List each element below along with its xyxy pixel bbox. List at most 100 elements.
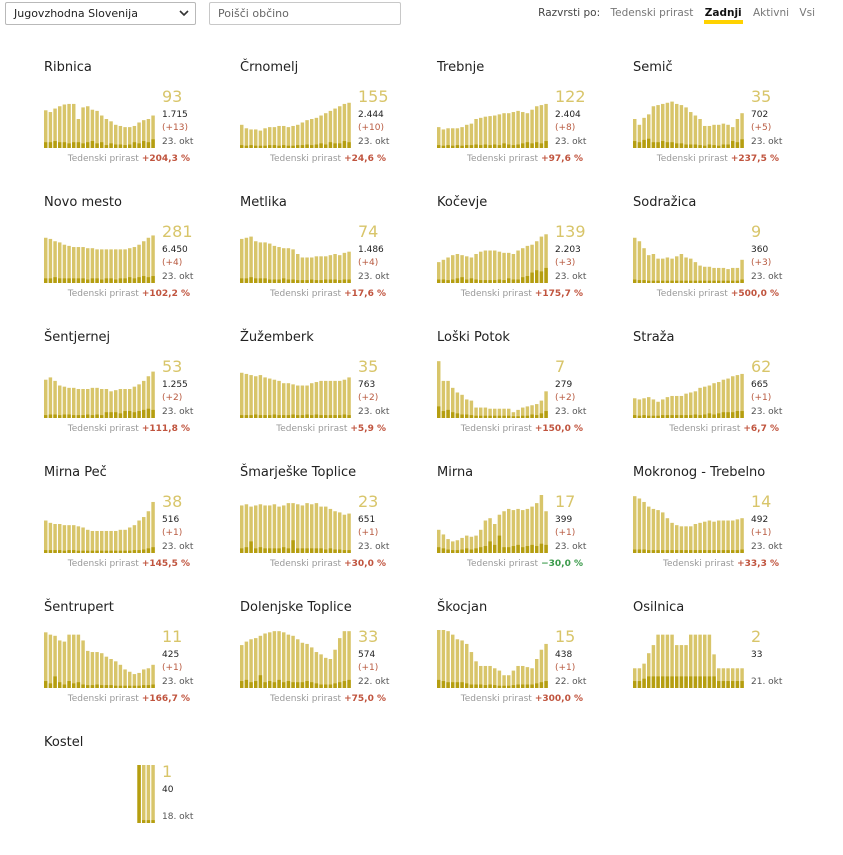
sort-option-tedenski-prirast[interactable]: Tedenski prirast bbox=[610, 7, 694, 19]
active-cases-bar bbox=[58, 242, 62, 283]
new-cases-bar bbox=[637, 280, 642, 283]
municipality-card[interactable]: Ribnica 93 1.715 (+13) 23. okt Tedenski prira… bbox=[44, 60, 204, 180]
active-cases-bar bbox=[656, 510, 660, 553]
weekly-growth-value: −30,0 % bbox=[541, 559, 583, 569]
new-cases-bar bbox=[123, 685, 127, 688]
active-cases-bar bbox=[277, 247, 281, 283]
active-cases-bar bbox=[483, 407, 488, 418]
active-cases-bar bbox=[104, 656, 109, 688]
active-cases-bar bbox=[474, 119, 478, 148]
active-cases-bar bbox=[656, 105, 660, 148]
new-cases-bar bbox=[114, 685, 118, 688]
municipality-card[interactable]: Trebnje 122 2.404 (+8) 23. okt Tedenski prira… bbox=[437, 60, 597, 180]
active-cases-bar bbox=[324, 506, 328, 553]
daily-delta: (+4) bbox=[358, 258, 379, 268]
new-cases-bar bbox=[670, 142, 674, 148]
new-cases-bar bbox=[258, 415, 263, 418]
municipality-card[interactable]: Straža 62 665 (+1) 23. okt Tedenski prirast +6… bbox=[633, 330, 793, 450]
search-input[interactable] bbox=[209, 2, 401, 25]
active-cases-bar bbox=[123, 389, 127, 418]
municipality-card[interactable]: Sodražica 9 360 (+3) 23. okt Tedenski prirast… bbox=[633, 195, 793, 315]
municipality-card[interactable]: Semič 35 702 (+5) 23. okt Tedenski prirast +23… bbox=[633, 60, 793, 180]
active-cases-bar bbox=[460, 255, 464, 283]
new-cases-bar bbox=[324, 144, 328, 148]
active-cases-bar bbox=[665, 397, 670, 418]
weekly-growth-value: +111,8 % bbox=[141, 424, 190, 434]
region-select[interactable]: Jugovzhodna Slovenija bbox=[5, 2, 196, 25]
active-cases-bar bbox=[670, 258, 674, 283]
new-cases-bar bbox=[707, 144, 712, 148]
new-cases-bar bbox=[244, 547, 249, 553]
new-cases-bar bbox=[721, 681, 726, 688]
new-cases-bar bbox=[151, 409, 155, 418]
active-cases-bar bbox=[114, 661, 118, 688]
active-cases-bar bbox=[507, 252, 511, 283]
cases-bar-chart bbox=[633, 237, 744, 283]
active-cases-bar bbox=[100, 530, 104, 553]
active-cases-bar bbox=[675, 256, 679, 283]
new-cases-bar bbox=[137, 143, 141, 148]
sort-option-vsi[interactable]: Vsi bbox=[799, 7, 815, 19]
new-cases-bar bbox=[100, 279, 104, 283]
weekly-growth: Tedenski prirast +204,3 % bbox=[68, 154, 190, 164]
active-cases-bar bbox=[539, 236, 544, 283]
active-cases-bar bbox=[455, 540, 460, 553]
active-cases-bar bbox=[254, 505, 258, 553]
new-cases-bar bbox=[109, 143, 113, 148]
municipality-card[interactable]: Mokronog - Trebelno 14 492 (+1) 23. okt Teden… bbox=[633, 465, 793, 585]
municipality-card[interactable]: Šentrupert 11 425 (+1) 23. okt Tedenski prira… bbox=[44, 600, 204, 720]
sort-option-aktivni[interactable]: Aktivni bbox=[752, 7, 790, 19]
new-cases-bar bbox=[286, 145, 291, 148]
new-cases-bar bbox=[693, 144, 698, 148]
new-cases-bar bbox=[698, 550, 702, 553]
municipality-card[interactable]: Dolenjske Toplice 33 574 (+1) 22. okt Tedensk… bbox=[240, 600, 400, 720]
active-cases-bar bbox=[310, 119, 314, 148]
municipality-card[interactable]: Črnomelj 155 2.444 (+10) 23. okt Tedenski pri… bbox=[240, 60, 400, 180]
active-cases-bar bbox=[338, 106, 342, 148]
new-cases-bar bbox=[118, 413, 123, 418]
active-cases-bar bbox=[300, 642, 305, 688]
new-cases-bar bbox=[497, 685, 502, 688]
municipality-card[interactable]: Šentjernej 53 1.255 (+2) 23. okt Tedenski pri… bbox=[44, 330, 204, 450]
active-cases-bar bbox=[44, 520, 48, 553]
new-cases-bar bbox=[282, 415, 286, 418]
active-cases-bar bbox=[642, 117, 646, 148]
active-cases-bar bbox=[104, 119, 109, 148]
new-cases-bar bbox=[544, 544, 548, 553]
municipality-card[interactable]: Mirna Peč 38 516 (+1) 23. okt Tedenski priras… bbox=[44, 465, 204, 585]
active-cases-bar bbox=[277, 380, 281, 418]
sort-option-zadnji[interactable]: Zadnji bbox=[703, 7, 743, 24]
municipality-name: Straža bbox=[633, 330, 675, 345]
new-cases-bar bbox=[679, 550, 684, 553]
municipality-card[interactable]: Kostel 1 40 18. okt bbox=[44, 735, 204, 855]
active-cases-bar bbox=[76, 389, 81, 418]
active-cases-count: 35 bbox=[751, 87, 772, 106]
municipality-name: Mirna Peč bbox=[44, 465, 107, 480]
active-cases-bar bbox=[114, 124, 118, 148]
active-cases-bar bbox=[128, 389, 132, 418]
new-cases-bar bbox=[277, 679, 281, 688]
new-cases-bar bbox=[132, 412, 137, 418]
municipality-card[interactable]: Novo mesto 281 6.450 (+4) 23. okt Tedenski pr… bbox=[44, 195, 204, 315]
municipality-card[interactable]: Metlika 74 1.486 (+4) 23. okt Tedenski priras… bbox=[240, 195, 400, 315]
new-cases-bar bbox=[67, 550, 71, 553]
active-cases-bar bbox=[282, 248, 286, 283]
municipality-card[interactable]: Mirna 17 399 (+1) 23. okt Tedenski prirast −30… bbox=[437, 465, 597, 585]
new-cases-bar bbox=[451, 279, 455, 283]
active-cases-bar bbox=[707, 520, 712, 553]
municipality-card[interactable]: Škocjan 15 438 (+1) 22. okt Tedenski prirast +… bbox=[437, 600, 597, 720]
total-cases: 425 bbox=[162, 650, 180, 660]
municipality-card[interactable]: Žužemberk 35 763 (+2) 23. okt Tedenski priras… bbox=[240, 330, 400, 450]
municipality-name: Mirna bbox=[437, 465, 474, 480]
active-cases-bar bbox=[286, 383, 291, 418]
new-cases-bar bbox=[90, 550, 95, 553]
municipality-card[interactable]: Loški Potok 7 279 (+2) 23. okt Tedenski prira… bbox=[437, 330, 597, 450]
municipality-card[interactable]: Šmarješke Toplice 23 651 (+1) 23. okt Tedensk… bbox=[240, 465, 400, 585]
active-cases-bar bbox=[244, 373, 249, 418]
municipality-card[interactable]: Osilnica 2 33 21. okt bbox=[633, 600, 793, 720]
weekly-growth-value: +175,7 % bbox=[534, 289, 583, 299]
active-cases-bar bbox=[731, 127, 735, 148]
municipality-card[interactable]: Kočevje 139 2.203 (+3) 23. okt Tedenski prira… bbox=[437, 195, 597, 315]
new-cases-bar bbox=[328, 142, 333, 148]
active-cases-bar bbox=[670, 101, 674, 148]
